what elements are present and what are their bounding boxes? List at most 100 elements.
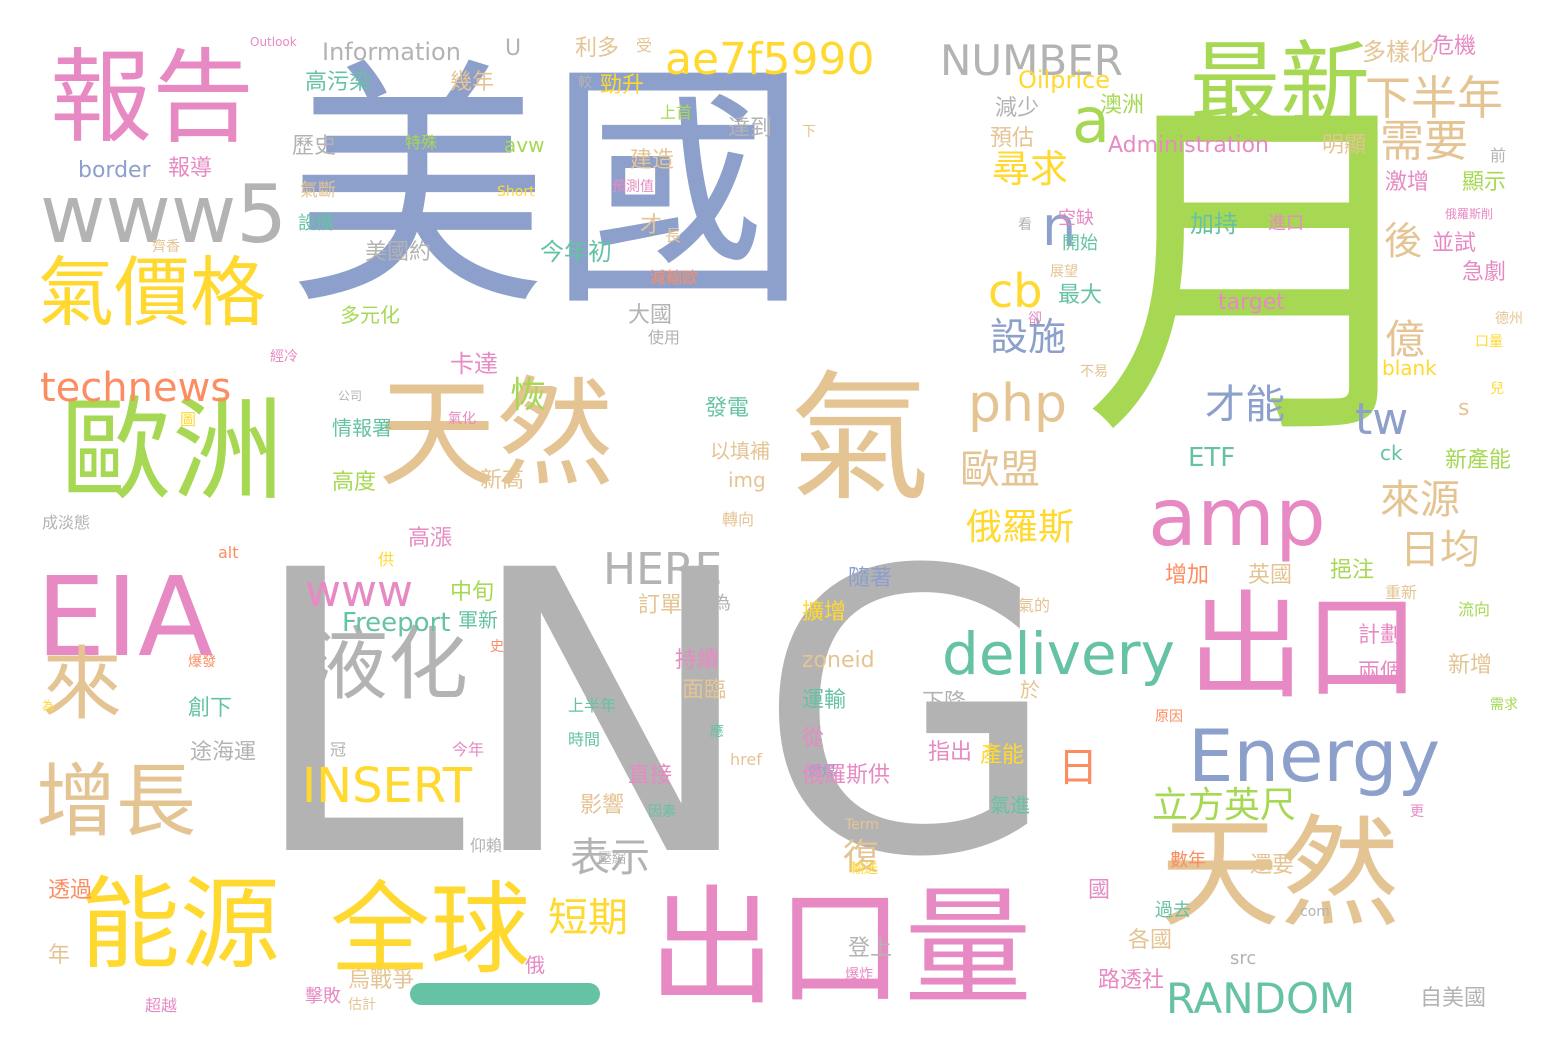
word-cjk-186: 減輸歐: [650, 268, 699, 287]
word-cjk-191: 軍新: [458, 608, 498, 632]
word-cjk-196: 展望: [1050, 264, 1078, 280]
word-cjk-11: 全球: [330, 871, 530, 988]
word-cjk-59: 危機: [1432, 34, 1477, 59]
word-cjk-110: 發電: [705, 396, 750, 421]
word-cjk-153: 指出: [928, 740, 973, 765]
word-src: src: [1230, 948, 1257, 969]
word-cjk-156: 燃煤: [808, 764, 836, 780]
word-cjk-195: 齊香: [152, 239, 180, 255]
word-cjk-87: 美國約: [365, 240, 432, 265]
word-cjk-184: 估計: [348, 997, 376, 1013]
word-cjk-104: 不易: [1080, 364, 1108, 380]
word-cjk-157: 俄羅斯供: [802, 763, 891, 788]
word-cjk-74: 達到: [728, 116, 773, 141]
word-n: n: [1042, 195, 1077, 258]
word-cjk-96: 最大: [1058, 283, 1103, 308]
word-etf: ETF: [1188, 443, 1236, 473]
word-cjk-64: 澳洲: [1100, 93, 1145, 118]
word-cjk-133: 擴增: [802, 600, 847, 625]
word-border: border: [78, 158, 151, 183]
word-here: HERE: [603, 544, 723, 595]
word-cjk-51: 恢: [510, 375, 547, 416]
word-cjk-106: 兒: [1490, 381, 1504, 397]
word-cjk-190: 下: [802, 124, 816, 140]
word-cjk-141: 於: [1020, 678, 1040, 702]
word-technews: technews: [40, 365, 232, 411]
word-cjk-122: 供: [378, 550, 395, 569]
word-cjk-82: 加持: [1190, 210, 1238, 238]
word-lng: LNG: [248, 488, 1060, 942]
word-cjk-125: 英國: [1248, 563, 1293, 588]
word-cjk-5: 天然: [1160, 805, 1400, 944]
word-cjk-44: 億: [1385, 317, 1425, 363]
word-cjk-108: 情報署: [332, 416, 392, 440]
word-cjk-63: 勁升: [600, 73, 645, 98]
word-cjk-174: 各國: [1128, 928, 1173, 953]
word-cjk-180: 擊敗: [305, 986, 341, 1007]
word-cjk-137: 新增: [1448, 653, 1493, 678]
word-cjk-91: 並試: [1432, 231, 1477, 256]
word-cjk-4: 氣: [790, 358, 931, 521]
word-php: php: [968, 374, 1067, 434]
word-cjk-79: 氣斷: [300, 180, 336, 201]
word-a: a: [1072, 84, 1110, 157]
word-cjk-107: 公司: [338, 389, 363, 403]
word-zoneid: zoneid: [802, 648, 875, 673]
word-cjk-6: 出口量: [648, 874, 1033, 1023]
word-cjk-93: 俄羅斯削: [1445, 207, 1494, 221]
word-cjk-109: 氣化: [448, 411, 476, 427]
word-cjk-65: 減少: [995, 96, 1040, 121]
word-cjk-10: 能源: [80, 866, 280, 983]
word-cjk-118: 高漲: [408, 526, 453, 551]
word-cjk-88: 今年初: [540, 238, 612, 266]
word-cjk-89: 開始: [1062, 233, 1098, 254]
word-cjk-18: 液化: [308, 618, 468, 711]
word-cjk-138: 面臨: [682, 678, 727, 703]
word-cjk-56: 利多: [575, 36, 620, 61]
word-random: RANDOM: [1166, 974, 1356, 1023]
word-delivery: delivery: [942, 620, 1175, 688]
word-cjk-139: 爆發: [188, 654, 216, 670]
word-cjk-124: 增加: [1165, 563, 1210, 588]
word-eia: EIA: [36, 553, 214, 681]
word-cjk-123: 隨著: [848, 566, 893, 591]
word-cjk-167: 透過: [48, 878, 93, 903]
word-cjk-175: 登上: [848, 936, 893, 961]
word-cjk-170: 還要: [1250, 853, 1295, 878]
word-amp: amp: [1148, 471, 1326, 564]
word-oilprice: Oilprice: [1018, 66, 1110, 94]
word-cjk-62: 幾年: [450, 70, 495, 95]
word-cjk-23: 下半年: [1365, 71, 1503, 125]
word-img: img: [728, 468, 766, 492]
word-cjk-129: 成為: [695, 593, 731, 614]
word-ck: ck: [1380, 441, 1403, 465]
word-cjk-97: 卻: [1028, 311, 1042, 327]
word-ae7f5990: ae7f5990: [665, 34, 875, 85]
word-cjk-99: 使用: [648, 328, 681, 347]
word-outlook: Outlook: [250, 35, 297, 49]
word-cjk-92: 急劇: [1462, 260, 1507, 285]
word-cjk-116: 高度: [332, 470, 377, 495]
word-cjk-61: 高污染: [305, 70, 372, 95]
word-u: U: [505, 36, 522, 61]
word-cjk-151: 從: [802, 726, 825, 751]
word-cjk-3: 天然: [378, 365, 615, 503]
word-cjk-132: 流向: [1458, 600, 1491, 619]
word-cjk-192: 史: [490, 639, 504, 655]
word-cjk-69: 歷史: [292, 134, 337, 159]
word-cjk-68: 明顯: [1322, 133, 1367, 158]
word-cjk-144: 運輸: [802, 688, 847, 713]
word-cjk-127: 重新: [1385, 583, 1418, 602]
word-cjk-73: 建造: [630, 148, 675, 173]
word-cjk-178: 年: [48, 943, 71, 968]
word-cjk-8: 歐洲: [60, 386, 284, 516]
word-cjk-136: 持續: [675, 648, 720, 673]
word-cjk-90: 空缺: [1058, 208, 1094, 229]
word-cjk-40: 日均: [1400, 527, 1480, 573]
word-cjk-171: 輸送: [850, 861, 878, 877]
word-cjk-166: 國: [1088, 878, 1111, 903]
word-cjk-189: 較: [578, 75, 592, 91]
word-cjk-154: 產能: [980, 743, 1025, 768]
word-tw: tw: [1355, 394, 1409, 445]
dash-mark: [410, 983, 600, 1005]
